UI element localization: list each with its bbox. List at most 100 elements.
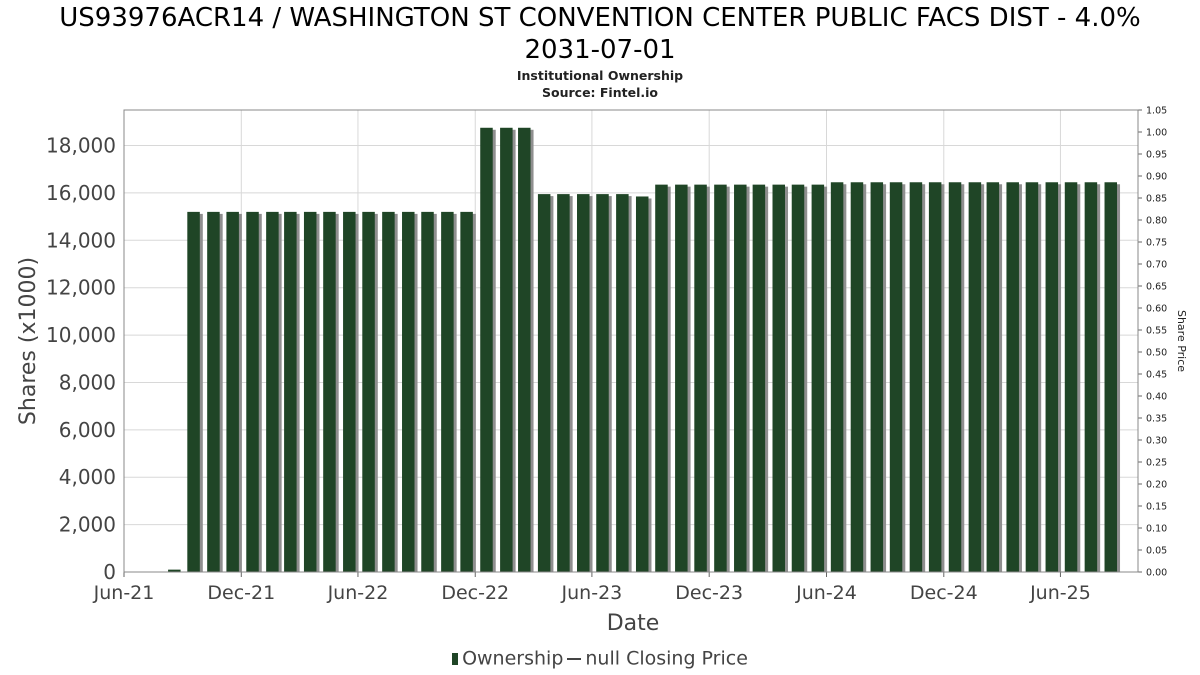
ownership-bar [1006, 182, 1019, 572]
y2-tick-label: 0.35 [1146, 414, 1167, 425]
ownership-bar [577, 194, 590, 572]
y2-tick-label: 0.50 [1146, 348, 1167, 359]
price-legend-label: null Closing Price [585, 647, 748, 670]
y2-tick-label: 0.40 [1146, 392, 1167, 403]
ownership-bar [734, 184, 747, 572]
x-axis-title: Date [607, 611, 660, 636]
ownership-bar [187, 211, 200, 572]
ownership-bar [968, 182, 982, 572]
ownership-bar [1084, 182, 1098, 572]
y2-tick-label: 0.75 [1146, 238, 1167, 249]
y-tick-label: 16,000 [46, 181, 116, 205]
ownership-bar [246, 211, 259, 572]
ownership-bar [772, 184, 786, 572]
y-tick-label: 18,000 [46, 134, 116, 158]
ownership-bar [382, 211, 395, 572]
y2-tick-label: 0.65 [1146, 282, 1167, 293]
y2-tick-label: 0.30 [1146, 436, 1167, 447]
y2-tick-label: 1.05 [1146, 106, 1167, 117]
ownership-bar [480, 127, 493, 573]
ownership-bar [596, 194, 609, 572]
y-tick-label: 10,000 [46, 323, 116, 347]
ownership-bar [362, 211, 375, 572]
y-tick-label: 6,000 [59, 418, 116, 442]
ownership-bar [402, 211, 415, 572]
ownership-bar [948, 182, 962, 572]
y2-tick-label: 0.90 [1146, 172, 1167, 183]
y2-tick-label: 0.95 [1146, 150, 1167, 161]
x-tick-label: Dec-22 [441, 582, 509, 604]
y2-tick-label: 0.05 [1146, 546, 1167, 557]
x-tick-label: Jun-25 [1029, 582, 1091, 604]
ownership-bar [909, 182, 923, 572]
y2-tick-label: 0.25 [1146, 458, 1167, 469]
ownership-bar [870, 182, 884, 572]
y2-tick-label: 0.85 [1146, 194, 1167, 205]
ownership-bar [830, 182, 844, 572]
y-tick-label: 12,000 [46, 276, 116, 300]
ownership-bar [655, 184, 668, 572]
ownership-bar [1045, 182, 1059, 572]
chart-subtitle: Institutional Ownership [516, 68, 684, 83]
ownership-bar [1104, 182, 1118, 572]
ownership-bar [714, 184, 727, 572]
chart-source: Source: Fintel.io [542, 85, 658, 100]
ownership-bar [441, 211, 454, 572]
ownership-bar [460, 211, 473, 572]
x-tick-label: Jun-23 [561, 582, 623, 604]
ownership-bar [752, 184, 766, 572]
y2-tick-label: 0.55 [1146, 326, 1167, 337]
y2-tick-label: 0.80 [1146, 216, 1167, 227]
ownership-bar [811, 184, 825, 572]
plot-border [123, 109, 1139, 573]
ownership-bar [537, 194, 551, 572]
ownership-bar [694, 184, 707, 572]
x-tick-label: Dec-24 [910, 582, 978, 604]
y-axis-title: Shares (x1000) [16, 257, 41, 425]
y-tick-label: 14,000 [46, 228, 116, 252]
y2-axis-title: Share Price [1175, 310, 1188, 372]
y2-tick-label: 0.70 [1146, 260, 1167, 271]
ownership-bar [986, 182, 1000, 572]
chart-plot: 0 2,000 4,000 6,000 8,000 10,000 12,000 14,000 1… [16, 106, 1188, 637]
y2-tick-label: 0.15 [1146, 502, 1167, 513]
ownership-bar [168, 569, 181, 572]
ownership-bar [1064, 182, 1078, 572]
ownership-legend-label: Ownership [462, 647, 564, 670]
y-tick-label: 8,000 [59, 370, 116, 394]
ownership-bar [323, 211, 336, 572]
ownership-bar [675, 184, 688, 572]
x-tick-label: Jun-24 [795, 582, 857, 604]
ownership-bar [889, 182, 903, 572]
price-legend-line [567, 657, 582, 660]
chart-title-line2: 2031-07-01 [524, 35, 676, 65]
ownership-bar [266, 211, 279, 572]
x-tick-label: Jun-21 [93, 582, 155, 604]
y2-tick-label: 0.10 [1146, 524, 1167, 535]
x-tick-label: Dec-21 [207, 582, 275, 604]
ownership-bar [928, 182, 942, 572]
chart-legend: Ownership null Closing Price [0, 647, 1200, 670]
chart-title-line1: US93976ACR14 / WASHINGTON ST CONVENTION … [59, 3, 1141, 33]
ownership-bar [791, 184, 805, 572]
x-tick-label: Jun-22 [327, 582, 389, 604]
ownership-bar [518, 127, 531, 573]
ownership-bar [421, 211, 434, 572]
y2-tick-label: 0.60 [1146, 304, 1167, 315]
ownership-bar [557, 194, 570, 572]
y-tick-label: 4,000 [59, 465, 116, 489]
ownership-bar [303, 211, 317, 572]
ownership-legend-swatch [452, 652, 459, 665]
y2-tick-label: 0.20 [1146, 480, 1167, 491]
y-tick-label: 0 [103, 560, 116, 584]
ownership-bar [500, 127, 513, 573]
y-tick-label: 2,000 [59, 513, 116, 537]
ownership-bar [635, 196, 649, 572]
x-tick-label: Dec-23 [675, 582, 743, 604]
ownership-bar [616, 194, 629, 572]
y2-tick-label: 0.45 [1146, 370, 1167, 381]
ownership-bar [284, 211, 297, 572]
ownership-bar [343, 211, 356, 572]
y2-tick-label: 1.00 [1146, 128, 1167, 139]
ownership-bar [226, 211, 239, 572]
